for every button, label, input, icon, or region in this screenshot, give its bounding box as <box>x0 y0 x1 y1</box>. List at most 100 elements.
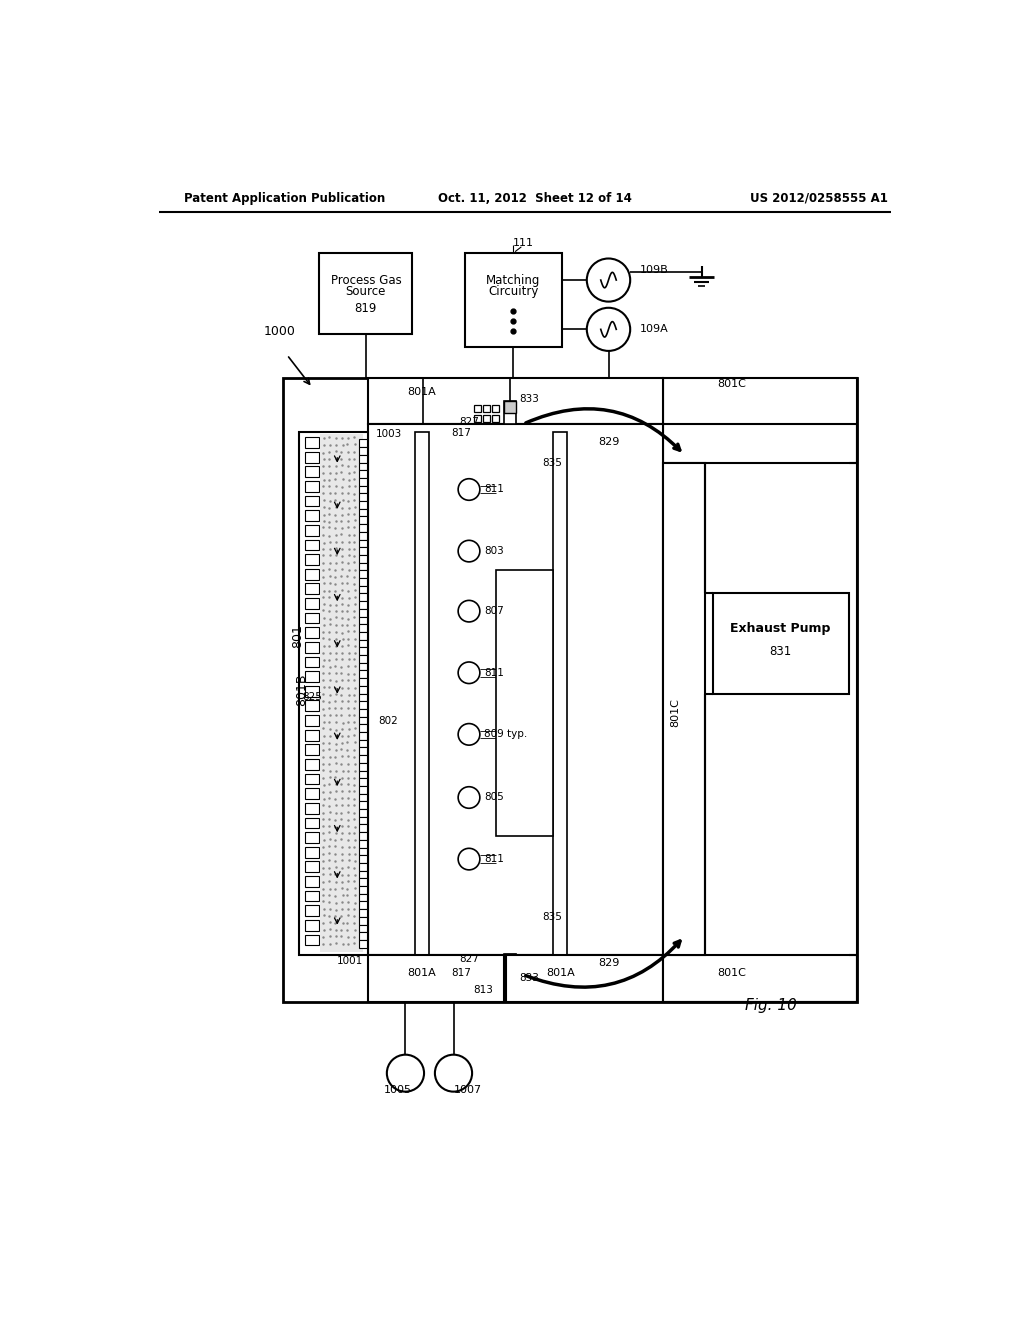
Bar <box>305 686 318 697</box>
Bar <box>359 825 367 832</box>
Bar <box>713 594 849 693</box>
Bar <box>359 909 367 917</box>
Bar <box>359 462 367 470</box>
Bar <box>504 401 515 412</box>
Bar <box>359 924 367 932</box>
Text: 807: 807 <box>484 606 504 616</box>
Circle shape <box>458 723 480 744</box>
Text: 805: 805 <box>484 792 504 803</box>
Text: 801A: 801A <box>407 387 436 397</box>
Bar <box>359 709 367 717</box>
Bar <box>305 759 318 770</box>
Bar <box>359 548 367 554</box>
Text: 1005: 1005 <box>384 1085 412 1096</box>
Bar <box>483 414 489 422</box>
Circle shape <box>387 1055 424 1092</box>
Bar <box>305 730 318 741</box>
Bar <box>359 840 367 847</box>
Bar <box>305 598 318 609</box>
Bar <box>359 878 367 886</box>
Bar <box>359 532 367 540</box>
Bar <box>359 755 367 763</box>
Bar <box>305 612 318 623</box>
Circle shape <box>458 479 480 500</box>
Bar <box>305 627 318 638</box>
Bar <box>359 470 367 478</box>
Bar <box>305 583 318 594</box>
Bar <box>359 902 367 909</box>
Bar <box>359 447 367 455</box>
Bar <box>305 451 318 462</box>
Text: 827: 827 <box>459 417 479 426</box>
Text: 825: 825 <box>302 693 322 702</box>
Text: 833: 833 <box>519 393 540 404</box>
Bar <box>369 378 663 424</box>
Bar <box>359 647 367 655</box>
Bar <box>663 378 856 462</box>
Bar <box>474 414 480 422</box>
Bar <box>305 437 318 447</box>
Text: 109B: 109B <box>640 265 669 275</box>
Bar <box>493 405 500 412</box>
Bar <box>305 817 318 829</box>
Bar <box>474 958 480 965</box>
Bar <box>359 793 367 801</box>
Bar <box>493 968 500 974</box>
Bar <box>305 466 318 478</box>
Bar <box>359 886 367 894</box>
Bar <box>359 771 367 779</box>
Bar <box>359 847 367 855</box>
Bar <box>663 956 856 1002</box>
Bar <box>305 715 318 726</box>
Bar <box>496 570 553 836</box>
Bar <box>663 462 706 956</box>
Text: 801C: 801C <box>717 968 745 978</box>
Text: 801B: 801B <box>295 673 307 706</box>
Bar <box>359 632 367 640</box>
Bar <box>359 502 367 508</box>
Bar <box>359 747 367 755</box>
Text: 829: 829 <box>598 437 620 446</box>
Text: 1001: 1001 <box>337 956 364 966</box>
Circle shape <box>587 308 630 351</box>
Bar <box>359 494 367 502</box>
Text: Exhaust Pump: Exhaust Pump <box>730 622 830 635</box>
Text: 802: 802 <box>378 715 398 726</box>
Bar <box>359 578 367 586</box>
Bar <box>359 586 367 594</box>
Text: Matching: Matching <box>486 273 541 286</box>
Bar <box>359 817 367 825</box>
Bar <box>359 508 367 516</box>
Circle shape <box>587 259 630 302</box>
Bar <box>359 609 367 616</box>
Text: 801A: 801A <box>407 968 436 978</box>
Bar <box>305 847 318 858</box>
Bar <box>369 956 504 1002</box>
Bar <box>321 434 362 952</box>
Text: 811: 811 <box>484 668 505 677</box>
Bar <box>359 594 367 601</box>
Bar <box>359 686 367 693</box>
Bar <box>305 744 318 755</box>
Bar <box>299 432 369 956</box>
Text: 803: 803 <box>484 546 504 556</box>
Text: 1003: 1003 <box>376 429 402 440</box>
Bar <box>359 655 367 663</box>
Bar <box>493 414 500 422</box>
Circle shape <box>435 1055 472 1092</box>
Bar <box>305 701 318 711</box>
Text: 831: 831 <box>769 644 792 657</box>
Circle shape <box>458 849 480 870</box>
Bar <box>359 785 367 793</box>
Bar <box>359 601 367 609</box>
Text: 801C: 801C <box>671 698 681 727</box>
Bar <box>359 678 367 686</box>
Bar <box>359 871 367 878</box>
Bar <box>359 540 367 548</box>
Bar <box>359 725 367 733</box>
Bar <box>305 525 318 536</box>
Bar <box>359 640 367 647</box>
Text: 827: 827 <box>459 954 479 964</box>
Bar <box>305 569 318 579</box>
Bar <box>359 570 367 578</box>
